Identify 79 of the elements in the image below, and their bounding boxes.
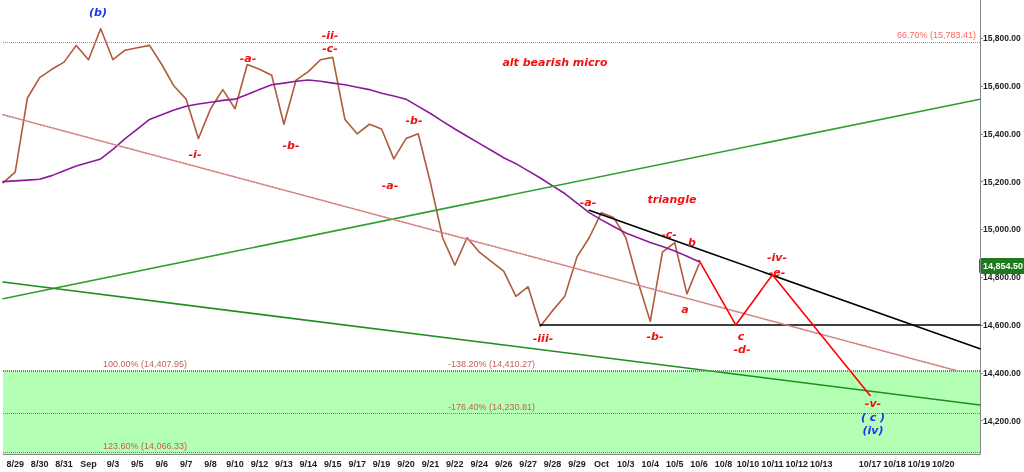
x-tick-label: 10/13 [809,458,833,469]
x-tick-label: 9/6 [155,458,169,469]
ref-line-label: -176.40% (14,230.81) [447,401,536,412]
annotation: -a- [579,195,597,209]
annotation: -a- [381,178,399,192]
x-tick-label: 9/17 [348,458,366,469]
annotation: c [737,329,745,343]
annotation: (iv) [862,423,884,437]
annotation: -c- [661,227,677,241]
y-tick-label: 15,600.00 [983,81,1022,92]
x-tick-label: 10/20 [932,458,955,469]
y-tick-label: 15,200.00 [983,176,1022,187]
x-tick-label: 10/3 [617,458,635,469]
annotation: -i- [188,147,202,161]
x-tick-label: 9/29 [568,458,586,469]
y-tick-label: 14,400.00 [983,367,1022,378]
y-tick-label: 14,200.00 [983,415,1022,426]
x-tick-label: 10/11 [761,458,784,469]
x-tick-label: 10/19 [907,458,931,469]
x-tick-label: 10/12 [785,458,809,469]
annotation: triangle [647,192,697,206]
y-tick-label: 15,800.00 [983,33,1022,44]
annotation: b [688,235,697,249]
x-tick-label: 9/20 [397,458,415,469]
x-tick-label: Oct [593,458,609,469]
ref-line-label: 100.00% (14,407.95) [103,359,188,370]
x-tick-label: 10/18 [883,458,906,469]
x-tick-label: 9/19 [372,458,391,469]
x-tick-label: 9/24 [470,458,489,469]
y-tick-label: 14,600.00 [983,319,1022,330]
x-tick-label: 9/13 [275,458,293,469]
annotation: -d- [733,342,751,356]
x-tick-label: 9/8 [204,458,217,469]
annotation: (b) [89,5,107,19]
line-series [2,79,700,263]
text: 14,854.50 [982,261,1024,271]
annotation: -iii- [532,331,554,345]
x-tick-label: 9/22 [446,458,464,469]
annotation: -b- [646,329,664,343]
x-tick-label: 8/29 [6,458,24,469]
annotation: a [681,302,689,316]
x-tick-label: Sep [80,458,98,469]
x-tick-label: 9/7 [179,458,193,469]
x-tick-label: 9/3 [106,458,120,469]
x-tick-label: 9/15 [323,458,342,469]
annotation: -e- [768,265,786,279]
annotation: -c- [322,41,338,55]
x-tick-label: 10/4 [641,458,660,469]
x-tick-label: 10/8 [714,458,733,469]
annotation: alt bearish micro [502,55,609,69]
x-tick-label: 8/30 [30,458,49,469]
ref-line-label: 66.70% (15,783.41) [896,29,976,40]
annotation: -iv- [766,250,788,264]
x-tick-label: 9/5 [131,458,144,469]
line-series [2,27,700,327]
x-tick-label: 9/26 [494,458,513,469]
ref-line-label: -138.20% (14,410.27) [447,358,536,369]
x-tick-label: 9/27 [519,458,537,469]
x-tick-label: 9/14 [299,458,318,469]
annotation: -b- [282,138,300,152]
annotation: -v- [864,396,882,410]
x-tick-label: 10/10 [736,458,760,469]
ref-line-label: 123.60% (14,066.33) [103,440,188,451]
annotation: -b- [405,113,423,127]
annotation: ( c ) [860,410,886,424]
y-tick-label: 14,800.00 [983,272,1022,283]
x-tick-label: 9/10 [226,458,244,469]
x-tick-label: 9/12 [250,458,269,469]
x-tick-label: 10/5 [665,458,684,469]
annotation: -a- [239,51,257,65]
x-tick-label: 9/28 [543,458,562,469]
annotation: -ii- [321,28,339,42]
x-tick-label: 10/17 [858,458,882,469]
x-tick-label: 9/21 [421,458,440,469]
y-tick-label: 15,000.00 [983,224,1022,235]
x-tick-label: 10/6 [690,458,708,469]
y-tick-label: 15,400.00 [983,128,1022,139]
line-series [698,259,871,397]
x-tick-label: 8/31 [55,458,73,469]
